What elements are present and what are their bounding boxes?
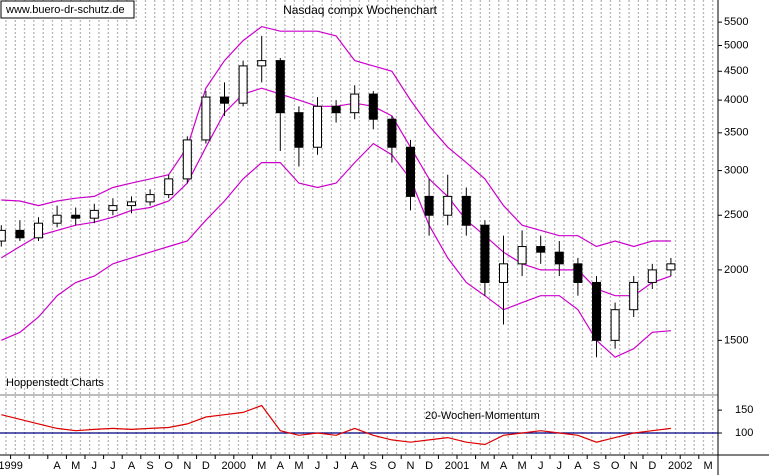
x-tick-label: A: [500, 460, 508, 472]
bollinger-band: [1, 142, 671, 358]
candle-body: [164, 178, 174, 196]
x-tick-label: 2001: [445, 460, 469, 472]
x-tick-label: 1999: [0, 460, 23, 472]
x-tick-label: O: [164, 460, 173, 472]
x-tick-label: M: [294, 460, 303, 472]
candle-body: [610, 309, 620, 341]
y-tick-label: 5000: [724, 39, 748, 51]
x-tick-label: 2002: [668, 460, 692, 472]
candle-body: [0, 229, 6, 242]
candle-body: [71, 214, 81, 219]
candle-body: [443, 195, 453, 216]
x-tick-label: J: [333, 460, 339, 472]
y-tick-label: 150: [735, 404, 753, 416]
candle-body: [647, 269, 657, 283]
y-tick-label: 2500: [724, 209, 748, 221]
candle-body: [629, 281, 639, 311]
candle-body: [34, 222, 43, 239]
x-tick-label: A: [277, 460, 285, 472]
candle-body: [424, 195, 434, 216]
candle-body: [592, 281, 601, 341]
candle-body: [573, 263, 583, 283]
x-tick-label: A: [351, 460, 359, 472]
chart-title: Nasdaq compx Wochenchart: [283, 3, 438, 17]
x-tick-label: A: [574, 460, 582, 472]
x-tick-label: N: [630, 460, 638, 472]
momentum-line: [1, 404, 671, 446]
x-tick-label: M: [704, 460, 713, 472]
x-tick-label: J: [110, 460, 116, 472]
y-tick-label: 4500: [724, 65, 748, 77]
x-tick-label: J: [538, 460, 544, 472]
candle-body: [554, 251, 564, 265]
x-tick-label: A: [128, 460, 136, 472]
candle-body: [294, 112, 304, 148]
y-tick-label: 3500: [724, 127, 748, 139]
x-tick-label: J: [92, 460, 98, 472]
candle-body: [517, 246, 527, 265]
candle-body: [406, 146, 415, 197]
candle-body: [480, 224, 490, 283]
candle-body: [368, 93, 378, 120]
y-tick-label: 3000: [724, 164, 748, 176]
candle-body: [89, 209, 99, 219]
x-tick-label: N: [183, 460, 191, 472]
candle-body: [499, 263, 508, 283]
y-tick-label: 1500: [724, 334, 748, 346]
candle-body: [238, 65, 248, 104]
x-tick-label: M: [257, 460, 266, 472]
y-tick-label: 2000: [724, 264, 748, 276]
source-box: [0, 0, 135, 19]
x-tick-label: 2000: [222, 460, 246, 472]
x-tick-label: N: [407, 460, 415, 472]
candle-body: [201, 96, 211, 141]
candle-body: [15, 229, 25, 239]
bollinger-band: [1, 25, 671, 248]
candle-body: [220, 96, 229, 104]
source: www.buero-dr-schutz.de: [5, 4, 125, 16]
x-tick-label: O: [611, 460, 620, 472]
candle-body: [275, 60, 285, 114]
candle-body: [182, 139, 192, 180]
x-tick-label: D: [648, 460, 656, 472]
x-tick-label: M: [71, 460, 80, 472]
x-tick-label: S: [146, 460, 153, 472]
candle-body: [313, 105, 322, 148]
candle-body: [108, 205, 118, 211]
x-tick-label: J: [557, 460, 563, 472]
candle-body: [666, 263, 676, 271]
candle-body: [461, 195, 471, 226]
x-tick-label: D: [425, 460, 433, 472]
candle-body: [350, 93, 360, 114]
x-tick-label: O: [388, 460, 397, 472]
x-tick-label: S: [593, 460, 600, 472]
x-tick-label: D: [202, 460, 210, 472]
candle-body: [331, 105, 341, 114]
grid-pattern: [0, 0, 718, 455]
x-tick-label: M: [480, 460, 489, 472]
candle-body: [536, 246, 546, 253]
candle-body: [127, 201, 136, 207]
momentum-label: 20-Wochen-Momentum: [425, 410, 540, 422]
x-tick-label: J: [315, 460, 321, 472]
candle-body: [145, 194, 155, 203]
candle-body: [257, 60, 267, 67]
credit: Hoppenstedt Charts: [6, 377, 104, 389]
y-tick-label: 5500: [724, 16, 748, 28]
x-tick-label: A: [53, 460, 61, 472]
candle-body: [387, 118, 397, 148]
y-tick-label: 100: [735, 427, 753, 439]
x-tick-label: M: [518, 460, 527, 472]
candle-body: [52, 214, 62, 224]
x-tick-label: S: [370, 460, 377, 472]
y-tick-label: 4000: [724, 94, 748, 106]
